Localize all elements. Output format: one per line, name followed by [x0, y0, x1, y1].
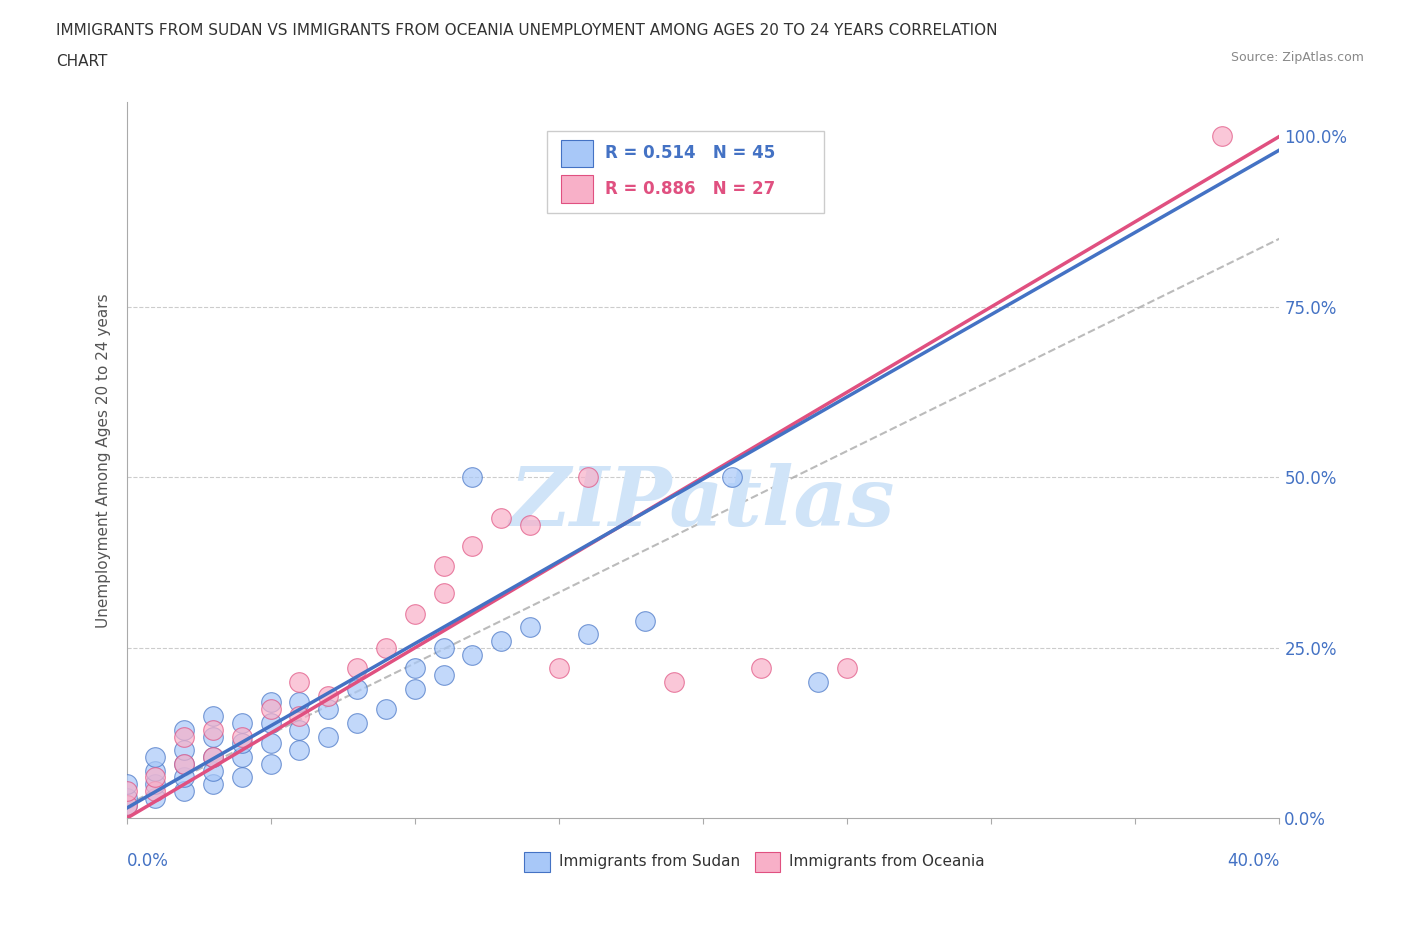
Y-axis label: Unemployment Among Ages 20 to 24 years: Unemployment Among Ages 20 to 24 years	[96, 293, 111, 628]
Point	[173, 756, 195, 771]
Bar	[755, 852, 780, 872]
Point	[202, 750, 225, 764]
Point	[491, 633, 513, 648]
Bar	[524, 852, 550, 872]
Point	[202, 777, 225, 791]
Point	[202, 764, 225, 778]
Point	[404, 682, 426, 697]
Text: ZIPatlas: ZIPatlas	[510, 463, 896, 543]
Point	[318, 702, 340, 717]
Point	[404, 661, 426, 676]
Point	[145, 784, 166, 799]
Point	[346, 715, 368, 730]
Point	[173, 756, 195, 771]
Point	[259, 736, 281, 751]
Point	[346, 661, 368, 676]
Point	[173, 743, 195, 758]
Point	[173, 784, 195, 799]
Point	[288, 723, 311, 737]
Point	[288, 709, 311, 724]
Text: Immigrants from Oceania: Immigrants from Oceania	[790, 854, 986, 869]
Point	[115, 784, 138, 799]
Text: Immigrants from Sudan: Immigrants from Sudan	[560, 854, 740, 869]
Point	[288, 674, 311, 689]
Point	[202, 729, 225, 744]
Point	[115, 777, 138, 791]
Point	[318, 688, 340, 703]
Point	[231, 750, 253, 764]
Point	[115, 797, 138, 812]
Text: 40.0%: 40.0%	[1227, 853, 1279, 870]
Point	[173, 729, 195, 744]
Point	[231, 729, 253, 744]
Point	[288, 695, 311, 710]
Text: R = 0.514   N = 45: R = 0.514 N = 45	[605, 144, 775, 162]
Point	[346, 682, 368, 697]
Point	[461, 647, 484, 662]
Point	[433, 668, 456, 683]
Point	[259, 756, 281, 771]
Text: 0.0%: 0.0%	[127, 853, 169, 870]
Point	[145, 764, 166, 778]
Point	[374, 641, 398, 656]
Point	[461, 470, 484, 485]
Point	[231, 770, 253, 785]
Point	[145, 777, 166, 791]
Point	[433, 559, 456, 574]
Point	[202, 709, 225, 724]
Text: CHART: CHART	[56, 54, 108, 69]
Bar	[561, 140, 593, 166]
Point	[519, 620, 541, 635]
FancyBboxPatch shape	[547, 131, 824, 213]
Point	[720, 470, 742, 485]
Point	[231, 736, 253, 751]
Point	[835, 661, 858, 676]
Text: R = 0.886   N = 27: R = 0.886 N = 27	[605, 179, 775, 198]
Point	[374, 702, 398, 717]
Point	[173, 723, 195, 737]
Point	[202, 750, 225, 764]
Point	[461, 538, 484, 553]
Point	[807, 674, 830, 689]
Text: Source: ZipAtlas.com: Source: ZipAtlas.com	[1230, 51, 1364, 64]
Point	[145, 770, 166, 785]
Point	[491, 511, 513, 525]
Point	[288, 743, 311, 758]
Point	[749, 661, 772, 676]
Point	[634, 613, 657, 628]
Point	[259, 715, 281, 730]
Point	[519, 518, 541, 533]
Point	[202, 723, 225, 737]
Bar	[561, 176, 593, 203]
Point	[433, 586, 456, 601]
Point	[231, 715, 253, 730]
Point	[115, 790, 138, 805]
Point	[404, 606, 426, 621]
Text: IMMIGRANTS FROM SUDAN VS IMMIGRANTS FROM OCEANIA UNEMPLOYMENT AMONG AGES 20 TO 2: IMMIGRANTS FROM SUDAN VS IMMIGRANTS FROM…	[56, 23, 998, 38]
Point	[576, 470, 599, 485]
Point	[259, 695, 281, 710]
Point	[1211, 129, 1233, 144]
Point	[433, 641, 456, 656]
Point	[548, 661, 571, 676]
Point	[664, 674, 686, 689]
Point	[145, 790, 166, 805]
Point	[318, 729, 340, 744]
Point	[145, 750, 166, 764]
Point	[173, 770, 195, 785]
Point	[115, 797, 138, 812]
Point	[576, 627, 599, 642]
Point	[259, 702, 281, 717]
